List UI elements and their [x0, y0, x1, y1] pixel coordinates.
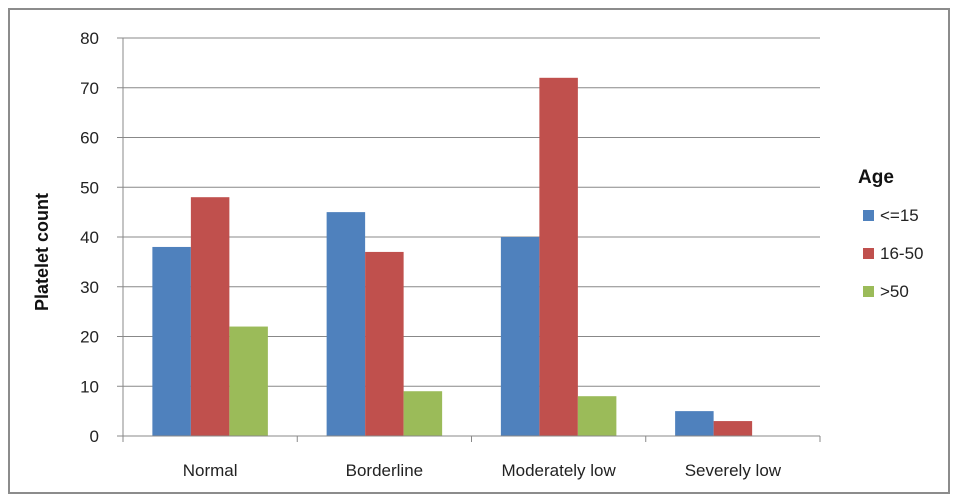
bar — [539, 77, 578, 437]
legend-entry: >50 — [880, 282, 909, 301]
y-axis-ticks: 0 10 20 30 40 50 60 70 80 — [80, 29, 123, 446]
y-tick-label: 40 — [80, 228, 99, 247]
legend-swatch — [863, 248, 874, 259]
y-tick-label: 80 — [80, 29, 99, 48]
legend-entry: 16-50 — [880, 244, 923, 263]
y-tick-label: 50 — [80, 178, 99, 197]
bar — [229, 326, 268, 436]
legend-title: Age — [858, 167, 894, 188]
y-tick-label: 60 — [80, 129, 99, 148]
bar — [152, 246, 191, 436]
y-tick-label: 10 — [80, 377, 99, 396]
legend-swatch — [863, 286, 874, 297]
y-axis-title: Platelet count — [32, 193, 52, 311]
x-tick-label: Moderately low — [501, 461, 616, 480]
x-tick-label: Severely low — [685, 461, 782, 480]
y-tick-label: 0 — [90, 427, 99, 446]
y-tick-label: 30 — [80, 278, 99, 297]
bar — [326, 212, 366, 436]
legend-entry: <=15 — [880, 206, 919, 225]
x-axis-ticks: Normal Borderline Moderately low Severely l… — [122, 436, 821, 480]
legend-swatch — [863, 210, 874, 221]
x-tick-label: Borderline — [346, 461, 424, 480]
y-tick-label: 70 — [80, 79, 99, 98]
bar — [403, 391, 443, 436]
bar — [713, 421, 753, 436]
bar — [500, 237, 540, 436]
bar — [577, 396, 617, 436]
legend: Age <=15 16-50 >50 — [858, 167, 923, 301]
x-tick-label: Normal — [183, 461, 238, 480]
y-tick-label: 20 — [80, 328, 99, 347]
bars — [152, 77, 753, 437]
bar — [190, 197, 230, 436]
bar — [675, 411, 714, 436]
bar — [365, 251, 404, 436]
